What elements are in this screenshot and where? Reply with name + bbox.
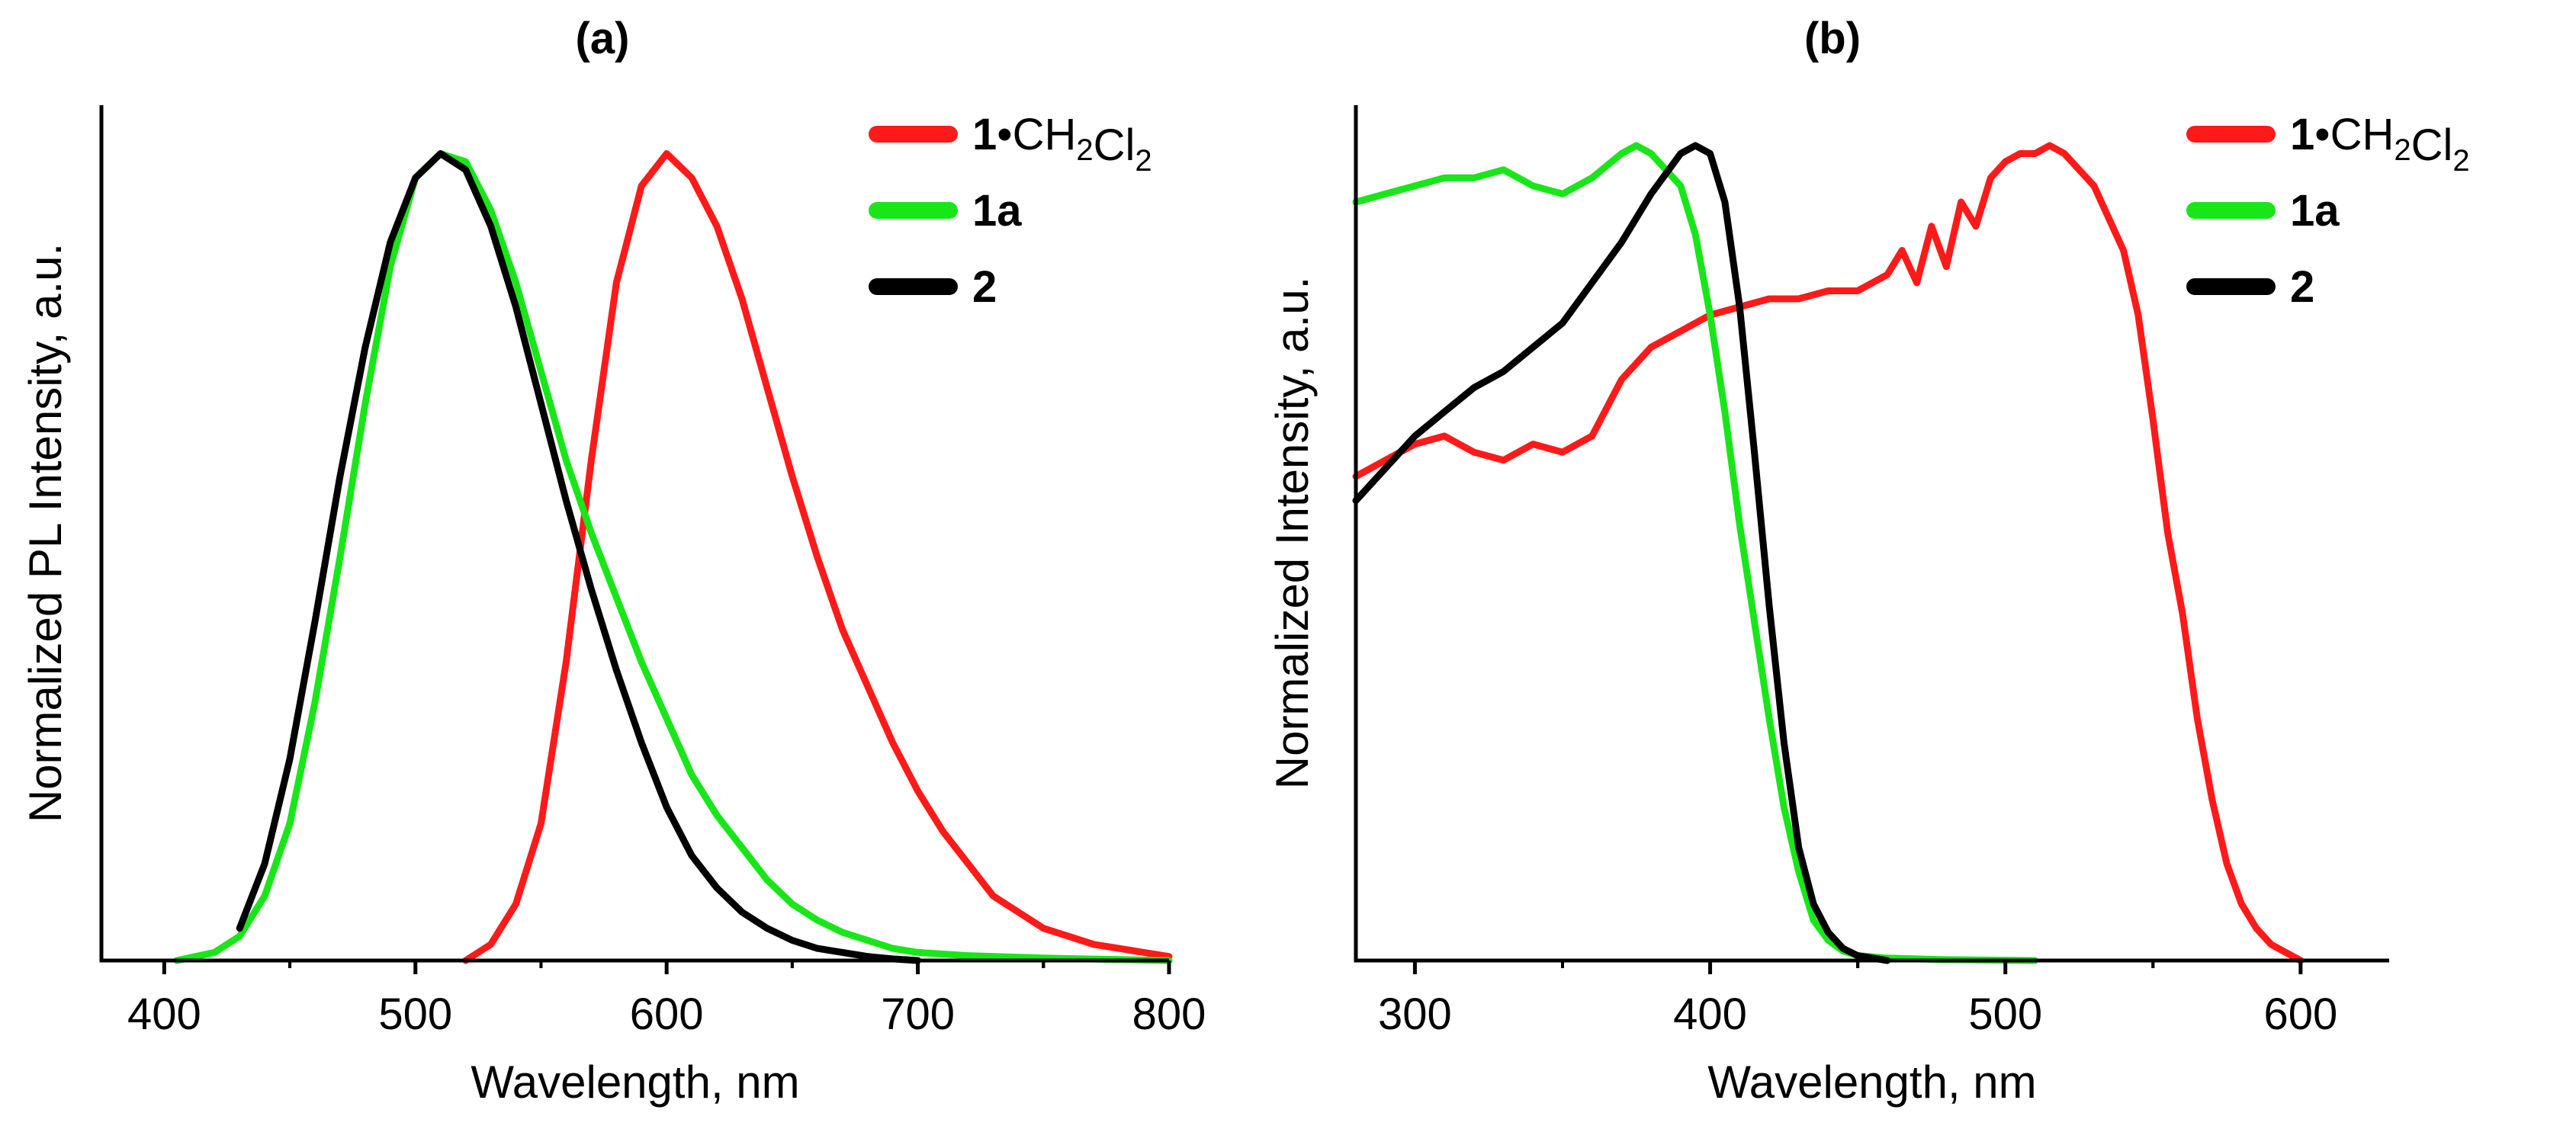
series-line-2 — [1352, 142, 1891, 964]
x-tick-label-700: 700 — [881, 989, 955, 1039]
x-tick-label-400: 400 — [127, 989, 201, 1039]
x-tick-label-500: 500 — [1968, 989, 2042, 1039]
panel-a: (a) 400 500 600 700 800 Wavelength, nm Norma… — [20, 14, 1206, 1108]
x-tick-label-300: 300 — [1378, 989, 1452, 1039]
series-line-1-ch2cl2 — [462, 150, 1173, 964]
series-line-1a — [1352, 142, 2038, 964]
panel-a-x-axis-label: Wavelength, nm — [471, 1057, 799, 1108]
legend-label-1-ch2cl2: 1•CH2Cl2 — [2290, 110, 2470, 178]
x-tick-label-500: 500 — [378, 989, 452, 1039]
series-line-2 — [236, 150, 922, 964]
x-tick-label-600: 600 — [630, 989, 704, 1039]
panel-a-title: (a) — [576, 14, 630, 63]
panel-a-axes — [99, 105, 1169, 963]
panel-b-y-axis-label: Normalized Intensity, a.u. — [1267, 277, 1318, 790]
panel-b: (b) 300 400 500 600 Wavelength, nm Normaliz… — [1267, 14, 2470, 1108]
x-tick-label-600: 600 — [2263, 989, 2337, 1039]
panel-b-x-axis-label: Wavelength, nm — [1707, 1057, 2036, 1108]
panel-a-legend: 1•CH2Cl2 1a 2 — [869, 110, 1152, 312]
panel-b-axes — [1354, 105, 2389, 963]
legend-label-1a: 1a — [972, 186, 1022, 236]
series-line-1-ch2cl2 — [1352, 142, 2305, 964]
panel-a-y-axis-label: Normalized PL Intensity, a.u. — [20, 243, 71, 823]
legend-label-1-ch2cl2: 1•CH2Cl2 — [972, 110, 1152, 178]
legend-label-2: 2 — [972, 262, 997, 312]
legend-label-2: 2 — [2290, 262, 2314, 312]
panel-b-series-layer — [1352, 142, 2305, 964]
legend-label-1a: 1a — [2290, 186, 2340, 236]
panel-b-title: (b) — [1804, 14, 1861, 63]
panel-a-ticks: 400 500 600 700 800 — [127, 961, 1206, 1039]
panel-a-series-layer — [173, 150, 1173, 964]
series-line-1a — [173, 150, 1173, 964]
panel-b-ticks: 300 400 500 600 — [1378, 961, 2337, 1039]
panel-b-legend: 1•CH2Cl2 1a 2 — [2186, 110, 2470, 312]
x-tick-label-800: 800 — [1132, 989, 1206, 1039]
x-tick-label-400: 400 — [1673, 989, 1747, 1039]
